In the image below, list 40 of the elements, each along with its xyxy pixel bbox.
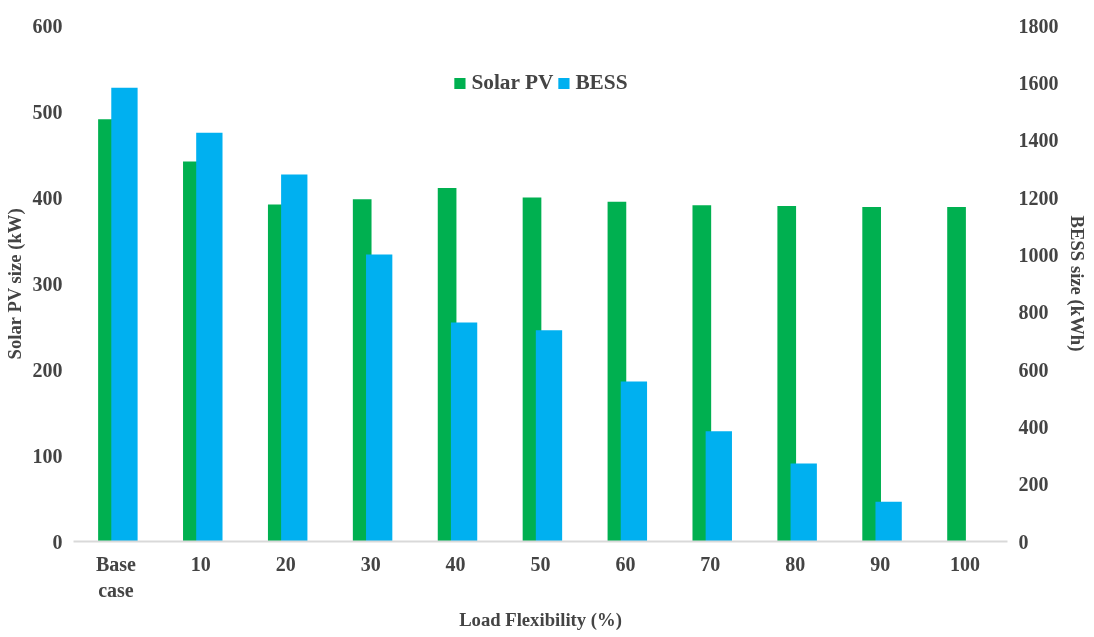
legend-label: BESS — [575, 70, 628, 95]
bar — [705, 431, 732, 542]
bar — [947, 206, 966, 542]
x-tick-label: Base case — [95, 552, 137, 601]
y-tick-label: 400 — [32, 186, 63, 209]
x-tick-label: 40 — [445, 552, 466, 575]
y-tick-label: 600 — [32, 14, 63, 37]
y2-tick-label: 600 — [1018, 358, 1049, 381]
y-tick-label: 200 — [32, 358, 63, 381]
bar — [777, 206, 797, 542]
x-tick-label: 60 — [615, 552, 636, 575]
x-tick-label: 50 — [530, 552, 551, 575]
x-tick-label: 90 — [870, 552, 891, 575]
y-tick-label: 500 — [32, 100, 63, 123]
x-tick-label: 100 — [950, 552, 981, 575]
y-tick-label: 100 — [32, 444, 63, 467]
y-tick-label: 0 — [52, 530, 63, 553]
y2-tick-label: 1200 — [1018, 186, 1059, 209]
y2-tick-label: 1800 — [1018, 14, 1059, 37]
y2-tick-label: 1600 — [1018, 71, 1059, 94]
y-tick-label: 300 — [32, 272, 63, 295]
y2-axis-title: BESS size (kWh) — [1065, 215, 1088, 352]
y2-tick-label: 0 — [1018, 530, 1029, 553]
bar — [875, 501, 902, 542]
y2-tick-label: 800 — [1018, 301, 1049, 324]
y2-tick-label: 400 — [1018, 415, 1049, 438]
bar — [862, 206, 881, 542]
y-axis-title: Solar PV size (kW) — [3, 208, 26, 360]
bar — [790, 463, 817, 542]
y2-tick-label: 1000 — [1018, 243, 1059, 266]
x-tick-label: 10 — [190, 552, 211, 575]
x-tick-label: 70 — [700, 552, 721, 575]
y2-tick-label: 200 — [1018, 473, 1049, 496]
x-axis-title: Load Flexibility (%) — [459, 608, 622, 631]
x-tick-label: 30 — [360, 552, 381, 575]
bar — [692, 205, 712, 542]
x-tick-label: 80 — [785, 552, 806, 575]
y2-tick-label: 1400 — [1018, 129, 1059, 152]
legend-label: Solar PV — [471, 70, 554, 95]
x-tick-label: 20 — [275, 552, 296, 575]
